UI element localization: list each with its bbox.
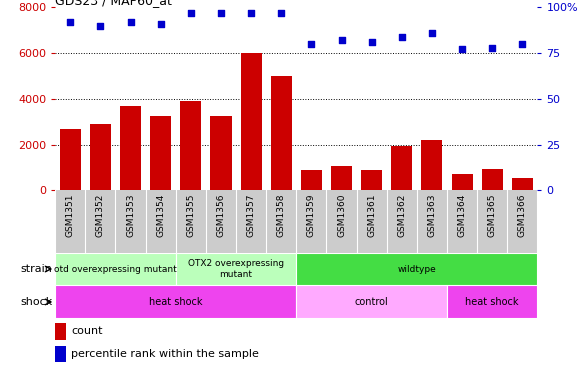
Bar bbox=[55, 285, 296, 318]
Point bbox=[66, 19, 75, 25]
Point bbox=[457, 46, 467, 52]
Text: GSM1352: GSM1352 bbox=[96, 193, 105, 237]
Text: GSM1359: GSM1359 bbox=[307, 193, 316, 237]
Point bbox=[487, 45, 497, 51]
Bar bbox=[271, 76, 292, 190]
Bar bbox=[451, 174, 472, 190]
Bar bbox=[90, 124, 111, 190]
Point bbox=[397, 34, 407, 40]
Bar bbox=[60, 128, 81, 190]
Text: GSM1360: GSM1360 bbox=[337, 193, 346, 237]
Text: count: count bbox=[71, 326, 103, 336]
Text: otd overexpressing mutant: otd overexpressing mutant bbox=[54, 265, 177, 273]
Text: GSM1351: GSM1351 bbox=[66, 193, 75, 237]
Point bbox=[186, 10, 195, 16]
Point bbox=[337, 37, 346, 43]
Bar bbox=[241, 53, 261, 190]
Text: percentile rank within the sample: percentile rank within the sample bbox=[71, 349, 259, 359]
Bar bbox=[301, 170, 322, 190]
Point bbox=[216, 10, 225, 16]
Bar bbox=[176, 253, 296, 285]
Point bbox=[367, 39, 376, 45]
Bar bbox=[391, 146, 413, 190]
Bar bbox=[55, 323, 66, 340]
Bar bbox=[447, 285, 537, 318]
Point bbox=[307, 41, 316, 47]
Bar bbox=[421, 140, 443, 190]
Text: OTX2 overexpressing
mutant: OTX2 overexpressing mutant bbox=[188, 259, 284, 279]
Bar bbox=[296, 253, 537, 285]
Bar bbox=[331, 166, 352, 190]
Point bbox=[156, 21, 166, 27]
Text: shock: shock bbox=[20, 297, 52, 307]
Bar bbox=[55, 346, 66, 362]
Point bbox=[126, 19, 135, 25]
Text: GSM1354: GSM1354 bbox=[156, 193, 165, 237]
Point bbox=[518, 41, 527, 47]
Bar bbox=[55, 253, 176, 285]
Bar bbox=[210, 116, 231, 190]
Point bbox=[246, 10, 256, 16]
Bar bbox=[120, 106, 141, 190]
Text: GSM1353: GSM1353 bbox=[126, 193, 135, 237]
Text: GSM1362: GSM1362 bbox=[397, 193, 406, 237]
Bar bbox=[512, 178, 533, 190]
Text: GSM1356: GSM1356 bbox=[217, 193, 225, 237]
Bar bbox=[150, 116, 171, 190]
Text: control: control bbox=[355, 297, 389, 307]
Point bbox=[96, 23, 105, 29]
Text: heat shock: heat shock bbox=[149, 297, 203, 307]
Point bbox=[427, 30, 436, 36]
Text: GSM1364: GSM1364 bbox=[458, 193, 467, 237]
Text: strain: strain bbox=[20, 264, 52, 274]
Text: GSM1361: GSM1361 bbox=[367, 193, 376, 237]
Bar bbox=[180, 101, 202, 190]
Bar bbox=[361, 170, 382, 190]
Text: GSM1363: GSM1363 bbox=[428, 193, 436, 237]
Text: GDS23 / MAP60_at: GDS23 / MAP60_at bbox=[55, 0, 172, 7]
Bar bbox=[482, 169, 503, 190]
Bar bbox=[296, 285, 447, 318]
Text: GSM1366: GSM1366 bbox=[518, 193, 527, 237]
Text: heat shock: heat shock bbox=[465, 297, 519, 307]
Text: GSM1365: GSM1365 bbox=[487, 193, 497, 237]
Text: GSM1358: GSM1358 bbox=[277, 193, 286, 237]
Text: wildtype: wildtype bbox=[397, 265, 436, 273]
Text: GSM1357: GSM1357 bbox=[246, 193, 256, 237]
Text: GSM1355: GSM1355 bbox=[187, 193, 195, 237]
Point bbox=[277, 10, 286, 16]
